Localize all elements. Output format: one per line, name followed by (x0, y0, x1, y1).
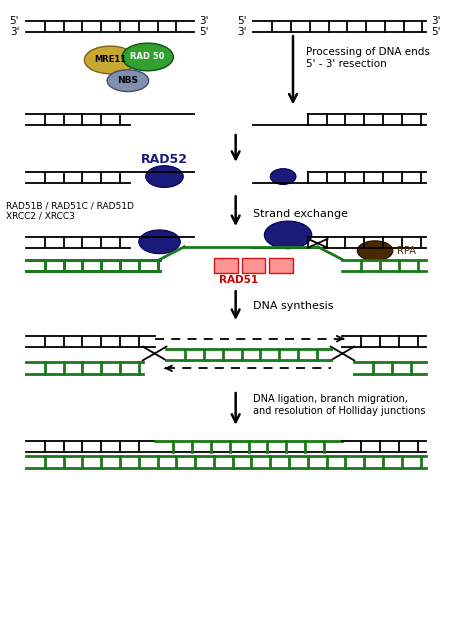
Text: NBS: NBS (118, 76, 138, 85)
Ellipse shape (107, 70, 149, 92)
Text: 3': 3' (199, 16, 209, 26)
Text: 5': 5' (9, 16, 19, 26)
Text: 5': 5' (431, 27, 441, 37)
Text: MRE11: MRE11 (94, 55, 126, 64)
Text: DNA synthesis: DNA synthesis (254, 301, 334, 311)
Text: Strand exchange: Strand exchange (254, 209, 348, 219)
Ellipse shape (122, 43, 173, 71)
Text: 3': 3' (431, 16, 441, 26)
FancyBboxPatch shape (214, 258, 237, 273)
Ellipse shape (84, 46, 136, 74)
Text: DNA ligation, branch migration,
and resolution of Holliday junctions: DNA ligation, branch migration, and reso… (254, 394, 426, 416)
Ellipse shape (357, 241, 393, 260)
Text: 5': 5' (237, 16, 246, 26)
Text: 3': 3' (9, 27, 19, 37)
Text: Processing of DNA ends
5' - 3' resection: Processing of DNA ends 5' - 3' resection (306, 47, 430, 69)
Text: 3': 3' (237, 27, 246, 37)
Text: RAD51: RAD51 (219, 275, 258, 285)
Text: RPA: RPA (397, 245, 416, 255)
Ellipse shape (139, 230, 180, 254)
Ellipse shape (270, 169, 296, 184)
Ellipse shape (146, 166, 183, 188)
FancyBboxPatch shape (242, 258, 265, 273)
Text: RAD 50: RAD 50 (130, 52, 165, 62)
FancyBboxPatch shape (269, 258, 293, 273)
Text: RAD52: RAD52 (141, 153, 188, 166)
Ellipse shape (264, 221, 312, 249)
Text: 5': 5' (199, 27, 209, 37)
Text: RAD51B / RAD51C / RAD51D
XRCC2 / XRCC3: RAD51B / RAD51C / RAD51D XRCC2 / XRCC3 (6, 201, 134, 221)
